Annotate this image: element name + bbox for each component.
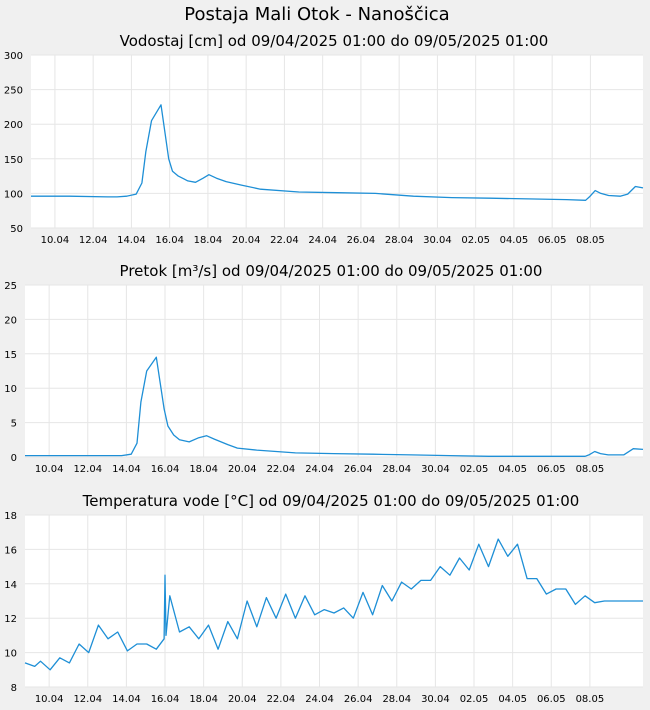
y-tick-label: 200 [4, 120, 23, 131]
x-tick-label: 10.04 [35, 464, 64, 475]
y-tick-label: 10 [4, 649, 17, 660]
y-tick-label: 20 [4, 315, 17, 326]
x-tick-label: 10.04 [41, 235, 70, 246]
x-tick-label: 24.04 [308, 235, 337, 246]
y-tick-label: 14 [4, 580, 17, 591]
x-tick-label: 22.04 [267, 464, 296, 475]
series-line [25, 356, 644, 457]
x-tick-label: 18.04 [194, 235, 223, 246]
x-tick-label: 18.04 [189, 464, 218, 475]
x-tick-label: 26.04 [344, 464, 373, 475]
plot-area [31, 55, 643, 228]
x-tick-label: 26.04 [344, 694, 373, 705]
x-tick-label: 08.05 [576, 235, 605, 246]
x-tick-label: 02.05 [460, 694, 489, 705]
x-tick-label: 20.04 [228, 464, 257, 475]
x-tick-label: 10.04 [35, 694, 64, 705]
plot-area [25, 515, 643, 687]
x-tick-label: 30.04 [421, 694, 450, 705]
y-tick-label: 18 [4, 511, 17, 522]
x-tick-label: 08.05 [576, 694, 605, 705]
x-tick-label: 16.04 [151, 464, 180, 475]
plot-area [25, 285, 643, 457]
x-tick-label: 22.04 [270, 235, 299, 246]
x-tick-label: 22.04 [267, 694, 296, 705]
x-tick-label: 04.05 [498, 694, 527, 705]
x-tick-label: 02.05 [461, 235, 490, 246]
x-tick-label: 30.04 [423, 235, 452, 246]
x-tick-label: 12.04 [73, 694, 102, 705]
y-tick-label: 16 [4, 545, 17, 556]
y-tick-label: 250 [4, 86, 23, 97]
x-tick-label: 28.04 [382, 464, 411, 475]
chart-title: Vodostaj [cm] od 09/04/2025 01:00 do 09/… [120, 32, 549, 50]
x-tick-label: 14.04 [112, 464, 141, 475]
y-tick-label: 0 [11, 453, 17, 464]
x-tick-label: 28.04 [382, 694, 411, 705]
x-tick-label: 06.05 [537, 694, 566, 705]
x-tick-label: 20.04 [228, 694, 257, 705]
x-tick-label: 28.04 [385, 235, 414, 246]
chart-title: Pretok [m³/s] od 09/04/2025 01:00 do 09/… [120, 262, 543, 280]
x-tick-label: 08.05 [576, 464, 605, 475]
y-tick-label: 300 [4, 51, 23, 62]
x-tick-label: 14.04 [117, 235, 146, 246]
x-tick-label: 14.04 [112, 694, 141, 705]
x-tick-label: 12.04 [73, 464, 102, 475]
y-tick-label: 50 [10, 224, 23, 235]
y-tick-label: 15 [4, 350, 17, 361]
y-tick-label: 10 [4, 384, 17, 395]
x-tick-label: 06.05 [538, 235, 567, 246]
y-tick-label: 12 [4, 614, 17, 625]
x-tick-label: 02.05 [460, 464, 489, 475]
x-tick-label: 18.04 [189, 694, 218, 705]
x-tick-label: 12.04 [79, 235, 108, 246]
x-tick-label: 04.05 [500, 235, 529, 246]
x-tick-label: 24.04 [305, 694, 334, 705]
y-tick-label: 150 [4, 155, 23, 166]
series-line [31, 104, 644, 201]
y-tick-label: 25 [4, 281, 17, 292]
x-tick-label: 24.04 [305, 464, 334, 475]
y-tick-label: 100 [4, 189, 23, 200]
chart-title: Temperatura vode [°C] od 09/04/2025 01:0… [82, 492, 580, 510]
x-tick-label: 06.05 [537, 464, 566, 475]
x-tick-label: 20.04 [232, 235, 261, 246]
y-tick-label: 5 [11, 419, 17, 430]
x-tick-label: 16.04 [151, 694, 180, 705]
x-tick-label: 04.05 [498, 464, 527, 475]
y-tick-label: 8 [11, 683, 17, 694]
x-tick-label: 26.04 [347, 235, 376, 246]
series-line [24, 538, 643, 671]
x-tick-label: 16.04 [155, 235, 184, 246]
x-tick-label: 30.04 [421, 464, 450, 475]
page-title: Postaja Mali Otok - Nanoščica [184, 4, 449, 25]
